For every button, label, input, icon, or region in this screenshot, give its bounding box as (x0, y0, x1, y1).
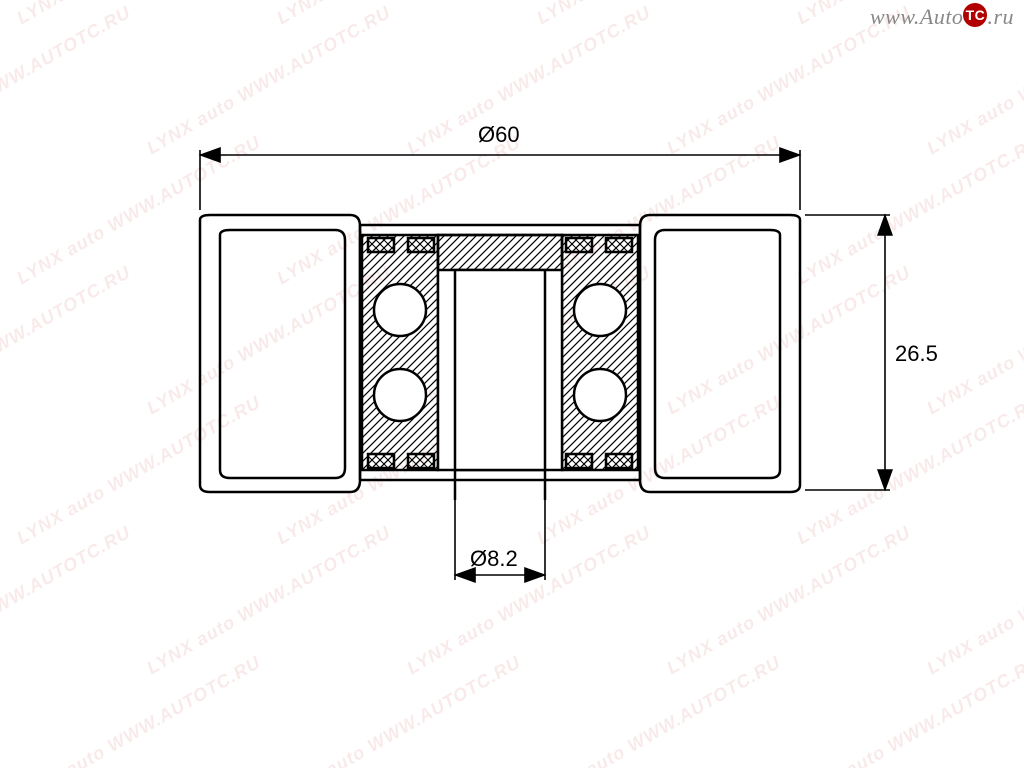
technical-drawing (0, 0, 1024, 768)
dim-label-outer-diameter: Ø60 (478, 122, 520, 148)
dim-label-bore-diameter: Ø8.2 (470, 546, 518, 572)
bearing-left (362, 235, 438, 470)
part-outline (200, 215, 800, 500)
dim-label-width: 26.5 (895, 341, 938, 367)
bearing-right (562, 235, 638, 470)
